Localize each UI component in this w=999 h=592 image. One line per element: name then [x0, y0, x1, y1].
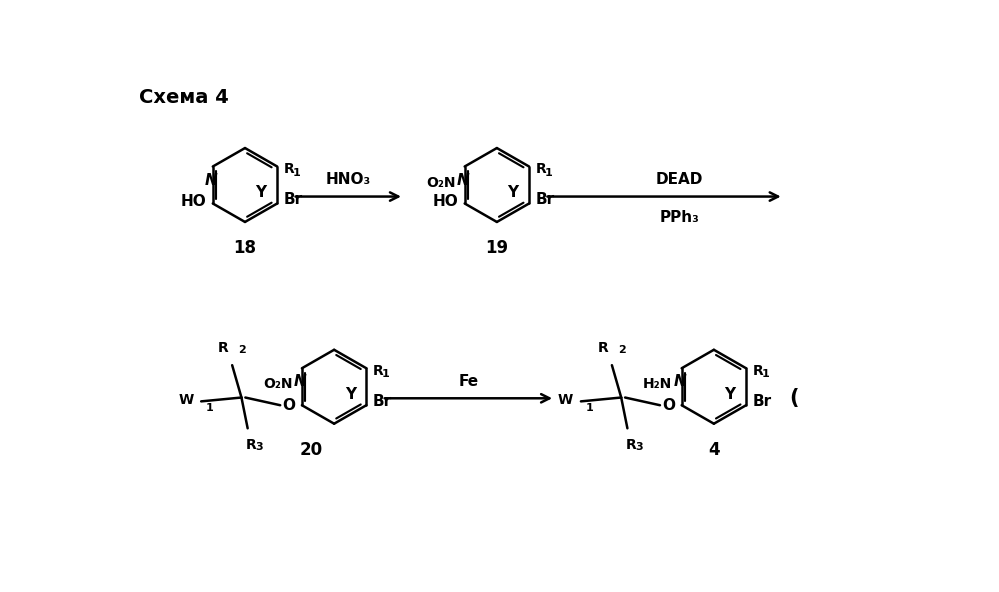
Text: R: R: [625, 438, 636, 452]
Text: N: N: [673, 374, 686, 390]
Text: PPh₃: PPh₃: [659, 210, 699, 226]
Text: O: O: [662, 398, 675, 413]
Text: R: R: [752, 363, 763, 378]
Text: Fe: Fe: [459, 374, 479, 389]
Text: N: N: [205, 173, 218, 188]
Text: 1: 1: [585, 403, 593, 413]
Text: 1: 1: [761, 369, 769, 379]
Text: 2: 2: [618, 345, 625, 355]
Text: Y: Y: [345, 387, 356, 402]
Text: 4: 4: [708, 440, 719, 459]
Text: O₂N: O₂N: [426, 176, 456, 190]
Text: 19: 19: [486, 239, 508, 257]
Text: R: R: [373, 363, 384, 378]
Text: Br: Br: [752, 394, 771, 409]
Text: W: W: [178, 393, 194, 407]
Text: HNO₃: HNO₃: [326, 172, 371, 187]
Text: 1: 1: [382, 369, 390, 379]
Text: O: O: [283, 398, 296, 413]
Text: 3: 3: [635, 442, 642, 452]
Text: H₂N: H₂N: [643, 378, 672, 391]
Text: 1: 1: [293, 168, 301, 178]
Text: (: (: [789, 388, 798, 408]
Text: Y: Y: [256, 185, 267, 201]
Text: 2: 2: [239, 345, 246, 355]
Text: 18: 18: [234, 239, 257, 257]
Text: DEAD: DEAD: [656, 172, 703, 187]
Text: 20: 20: [300, 440, 323, 459]
Text: W: W: [557, 393, 573, 407]
Text: O₂N: O₂N: [263, 378, 293, 391]
Text: N: N: [457, 173, 470, 188]
Text: Схема 4: Схема 4: [139, 88, 229, 107]
Text: 1: 1: [206, 403, 214, 413]
Text: 1: 1: [544, 168, 552, 178]
Text: Br: Br: [284, 192, 303, 207]
Text: R: R: [597, 341, 608, 355]
Text: R: R: [284, 162, 294, 176]
Text: 3: 3: [256, 442, 263, 452]
Text: Br: Br: [535, 192, 554, 207]
Text: HO: HO: [181, 194, 207, 210]
Text: R: R: [535, 162, 546, 176]
Text: R: R: [246, 438, 257, 452]
Text: Y: Y: [507, 185, 518, 201]
Text: R: R: [218, 341, 229, 355]
Text: HO: HO: [433, 194, 459, 210]
Text: Y: Y: [724, 387, 735, 402]
Text: N: N: [294, 374, 307, 390]
Text: Br: Br: [373, 394, 392, 409]
